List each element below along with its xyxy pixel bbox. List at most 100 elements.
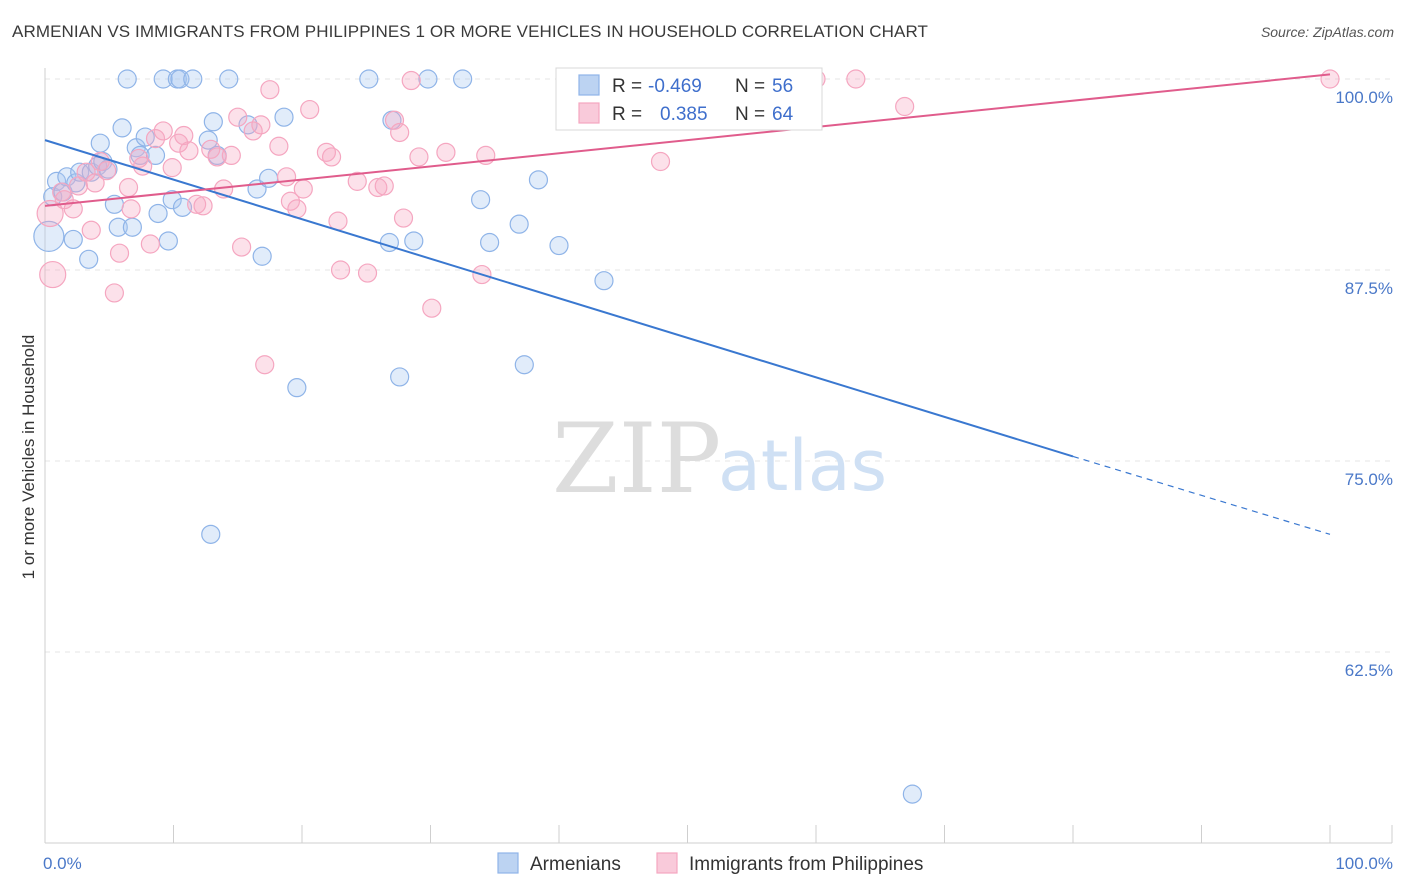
chart-title: ARMENIAN VS IMMIGRANTS FROM PHILIPPINES … <box>12 22 929 41</box>
philippines-point <box>228 107 248 127</box>
legend-swatch-philippines <box>578 102 600 124</box>
philippines-point <box>300 99 320 120</box>
x-tick-label-left: 0.0% <box>43 854 82 873</box>
philippines-point <box>321 147 342 167</box>
y-axis-label: 1 or more Vehicles in Household <box>19 335 38 580</box>
philippines-point <box>401 70 421 91</box>
watermark-atlas: atlas <box>718 425 887 507</box>
axes <box>44 68 1393 844</box>
philippines-point <box>39 260 67 289</box>
armenians-point <box>480 232 500 253</box>
armenians-point <box>274 107 294 127</box>
philippines-point <box>374 176 394 196</box>
philippines-point <box>846 69 866 89</box>
legend-swatch-armenians <box>578 74 600 96</box>
philippines-point <box>347 171 367 191</box>
philippines-point <box>193 196 213 216</box>
philippines-trend-line <box>44 73 1331 207</box>
philippines-point <box>52 182 72 202</box>
armenians-point <box>594 271 614 291</box>
legend-n-prefix-2: N = <box>735 104 765 125</box>
armenians-point <box>549 235 569 256</box>
philippines-point <box>109 243 130 263</box>
philippines-point <box>390 122 410 143</box>
armenians-point <box>172 197 193 217</box>
y-tick-label-3: 62.5% <box>1345 661 1393 680</box>
armenians-point <box>122 217 142 237</box>
x-tick-label-right: 100.0% <box>1335 854 1393 873</box>
armenians-point <box>117 69 137 89</box>
philippines-point <box>368 177 388 198</box>
legend-n-prefix-1: N = <box>735 76 765 97</box>
series-legend: Armenians Immigrants from Philippines <box>497 852 923 875</box>
philippines-point <box>276 167 297 187</box>
philippines-point <box>895 96 915 117</box>
philippines-point <box>207 147 227 167</box>
armenians-point <box>33 220 65 252</box>
armenians-point <box>90 133 110 153</box>
philippines-point <box>221 145 241 165</box>
philippines-point <box>293 179 313 199</box>
watermark: ZIP atlas <box>552 403 887 515</box>
legend-label-philippines: Immigrants from Philippines <box>689 854 923 875</box>
armenians-point <box>514 355 534 375</box>
armenians-point <box>902 784 922 804</box>
philippines-point <box>97 161 117 181</box>
philippines-point <box>162 158 182 178</box>
philippines-point <box>251 115 271 135</box>
philippines-point <box>232 237 252 257</box>
y-tick-label-0: 100.0% <box>1335 88 1393 107</box>
philippines-point <box>174 125 194 146</box>
philippines-point <box>650 151 671 172</box>
philippines-point <box>179 141 199 161</box>
armenians-point <box>183 69 203 89</box>
armenians-point <box>148 203 168 224</box>
armenians-point <box>252 246 272 266</box>
armenians-point <box>108 217 128 237</box>
armenians-point <box>287 378 307 398</box>
legend-n-value-philippines: 64 <box>772 104 794 125</box>
philippines-point <box>255 355 275 375</box>
philippines-point <box>436 142 456 162</box>
philippines-point <box>269 136 289 156</box>
legend-label-armenians: Armenians <box>530 854 621 875</box>
armenians-point <box>158 231 178 251</box>
philippines-point <box>118 177 139 198</box>
armenians-point <box>528 170 549 190</box>
legend-r-value-philippines: 0.385 <box>660 104 708 125</box>
armenians-point <box>203 112 223 132</box>
armenians-point <box>219 69 239 89</box>
philippines-point <box>81 220 101 240</box>
armenians-point <box>46 171 67 191</box>
philippines-point <box>243 121 263 141</box>
philippines-point <box>121 199 141 219</box>
source-label: Source: ZipAtlas.com <box>1260 24 1394 40</box>
legend-r-value-armenians: -0.469 <box>648 76 702 97</box>
armenians-point <box>404 231 424 251</box>
y-tick-label-2: 75.0% <box>1345 470 1393 489</box>
philippines-point <box>36 199 64 228</box>
armenians-point <box>359 69 379 89</box>
armenians-point <box>390 367 410 387</box>
philippines-point <box>85 173 105 193</box>
legend-r-prefix-1: R = <box>612 76 642 97</box>
watermark-zip: ZIP <box>552 403 721 515</box>
armenians-point <box>201 524 221 544</box>
philippines-point <box>140 234 160 254</box>
armenians-trend-extension <box>1072 455 1331 535</box>
armenians-point <box>135 127 155 147</box>
armenians-point <box>418 69 438 89</box>
philippines-point <box>1320 69 1340 89</box>
armenians-point <box>509 214 529 234</box>
armenians-point <box>153 69 173 89</box>
correlation-legend: R = -0.469 N = 56 R = 0.385 N = 64 <box>555 67 823 131</box>
tick-labels: 100.0% 87.5% 75.0% 62.5% 0.0% 100.0% <box>43 88 1393 873</box>
armenians-point <box>471 190 491 210</box>
armenians-point <box>79 249 99 269</box>
armenians-point <box>258 168 279 188</box>
armenians-point <box>70 162 90 182</box>
philippines-point <box>153 121 173 141</box>
philippines-point <box>280 191 301 211</box>
armenians-trend-line <box>44 139 1074 458</box>
